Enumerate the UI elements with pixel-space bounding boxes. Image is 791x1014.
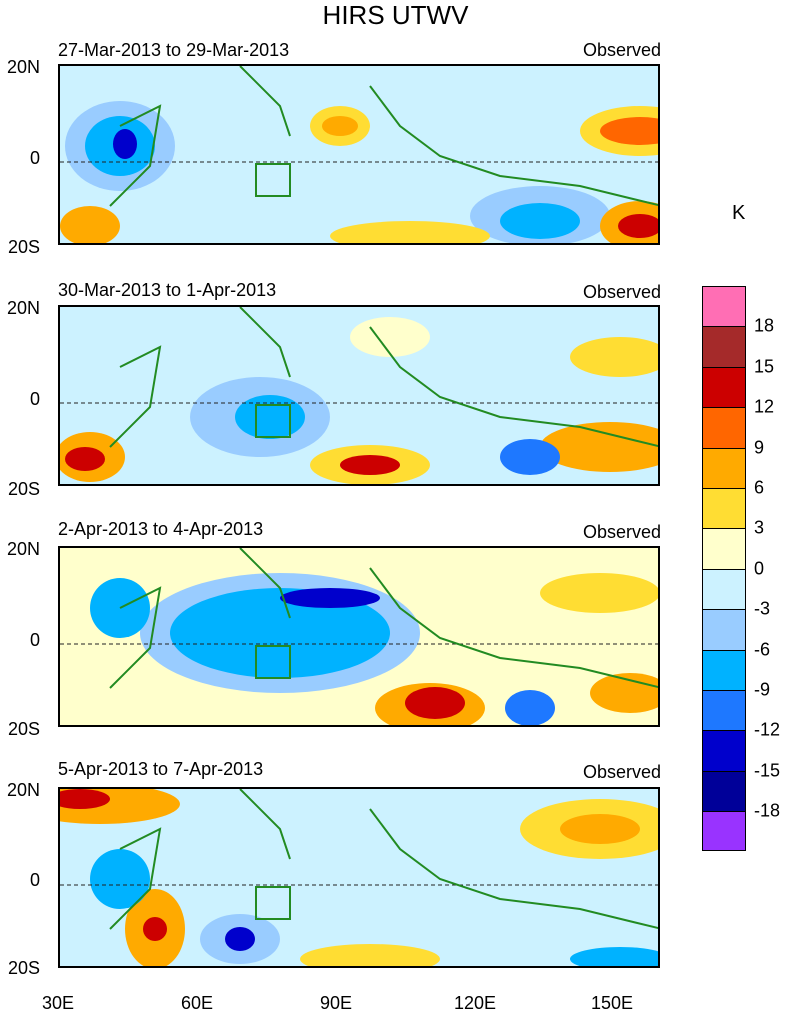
colorbar-tick-label: -15 xyxy=(754,760,781,781)
panel-4-dates: 5-Apr-2013 to 7-Apr-2013 xyxy=(58,759,264,779)
colorbar-tick-label: -6 xyxy=(754,639,771,660)
lat-label-20s-1: 20S xyxy=(7,237,40,257)
lat-label-eq-2: 0 xyxy=(29,389,40,409)
colorbar-swatch xyxy=(702,447,746,488)
lat-label-20n-2: 20N xyxy=(6,298,40,318)
colorbar-tick-label: 0 xyxy=(754,558,765,579)
colorbar-swatch xyxy=(702,730,746,771)
map-panel-3 xyxy=(58,546,660,727)
panel-1-dates: 27-Mar-2013 to 29-Mar-2013 xyxy=(58,40,290,60)
lon-label-120e: 120E xyxy=(453,993,497,1013)
lat-label-20n-4: 20N xyxy=(6,780,40,800)
lat-label-20s-2: 20S xyxy=(7,479,40,499)
map-panel-2 xyxy=(58,305,660,486)
panel-2-dates: 30-Mar-2013 to 1-Apr-2013 xyxy=(58,280,277,300)
panel-3-dates: 2-Apr-2013 to 4-Apr-2013 xyxy=(58,519,264,539)
lon-label-60e: 60E xyxy=(180,993,214,1013)
colorbar-swatch xyxy=(702,366,746,408)
colorbar-swatch xyxy=(702,407,746,448)
panel-4-source: Observed xyxy=(582,762,661,782)
colorbar-tick-label: 18 xyxy=(754,315,775,336)
lon-label-150e: 150E xyxy=(590,993,634,1013)
lat-label-eq-1: 0 xyxy=(29,148,40,168)
colorbar-swatch xyxy=(702,286,746,327)
lat-label-20s-4: 20S xyxy=(7,958,40,978)
map-panel-4 xyxy=(58,787,660,968)
colorbar xyxy=(702,286,746,852)
colorbar-tick-label: 15 xyxy=(754,356,775,377)
colorbar-swatch xyxy=(702,487,746,529)
colorbar-unit: K xyxy=(732,202,746,224)
colorbar-swatch xyxy=(702,649,746,690)
lat-label-eq-3: 0 xyxy=(29,630,40,650)
colorbar-swatch xyxy=(702,568,746,610)
lat-label-20s-3: 20S xyxy=(7,719,40,739)
lat-label-eq-4: 0 xyxy=(29,870,40,890)
colorbar-swatch xyxy=(702,528,746,569)
colorbar-tick-label: 3 xyxy=(754,517,765,538)
map-panel-1 xyxy=(58,64,660,245)
panel-3-source: Observed xyxy=(582,522,661,542)
panel-2-source: Observed xyxy=(582,282,661,302)
colorbar-swatch xyxy=(702,689,746,731)
colorbar-tick-label: -9 xyxy=(754,679,771,700)
colorbar-tick-label: -12 xyxy=(754,719,781,740)
colorbar-tick-label: -18 xyxy=(754,800,781,821)
lat-label-20n-1: 20N xyxy=(6,57,40,77)
colorbar-swatch xyxy=(702,609,746,650)
chart-title: HIRS UTWV xyxy=(322,0,469,30)
lon-label-30e: 30E xyxy=(41,993,75,1013)
colorbar-swatch xyxy=(702,326,746,367)
lat-label-20n-3: 20N xyxy=(6,539,40,559)
panel-1-source: Observed xyxy=(582,40,661,60)
lon-label-90e: 90E xyxy=(319,993,353,1013)
colorbar-swatch xyxy=(702,811,746,852)
colorbar-tick-label: -3 xyxy=(754,598,771,619)
colorbar-swatch xyxy=(702,770,746,812)
colorbar-tick-label: 6 xyxy=(754,477,765,498)
colorbar-tick-label: 12 xyxy=(754,396,775,417)
colorbar-tick-label: 9 xyxy=(754,437,765,458)
